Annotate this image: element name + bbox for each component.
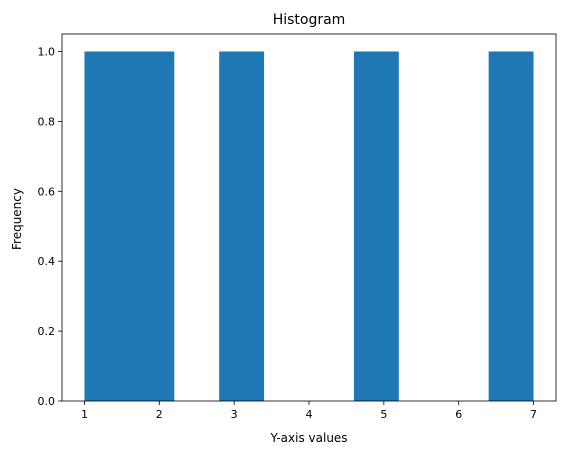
histogram-bar bbox=[219, 51, 265, 401]
y-tick-label: 0.2 bbox=[38, 325, 56, 338]
histogram-bar bbox=[84, 51, 175, 401]
plot-area: 1 2 3 4 5 6 7 0.0 0.2 0.4 0.6 0.8 1.0 bbox=[38, 33, 557, 421]
y-tick-label: 1.0 bbox=[38, 45, 56, 58]
x-tick-label: 5 bbox=[380, 408, 387, 421]
y-tick-label: 0.6 bbox=[38, 185, 56, 198]
y-axis-label: Frequency bbox=[10, 188, 24, 250]
chart-title: Histogram bbox=[273, 12, 346, 28]
x-tick-label: 2 bbox=[156, 408, 163, 421]
y-tick-label: 0.4 bbox=[38, 255, 56, 268]
x-axis-label: Y-axis values bbox=[269, 431, 347, 445]
x-tick-label: 6 bbox=[455, 408, 462, 421]
x-tick-label: 1 bbox=[81, 408, 88, 421]
x-tick-label: 4 bbox=[306, 408, 313, 421]
histogram-bar bbox=[353, 51, 399, 401]
y-tick-label: 0.0 bbox=[38, 395, 56, 408]
y-tick-label: 0.8 bbox=[38, 115, 56, 128]
x-tick-label: 7 bbox=[530, 408, 537, 421]
histogram-bar bbox=[488, 51, 534, 401]
x-tick-label: 3 bbox=[231, 408, 238, 421]
